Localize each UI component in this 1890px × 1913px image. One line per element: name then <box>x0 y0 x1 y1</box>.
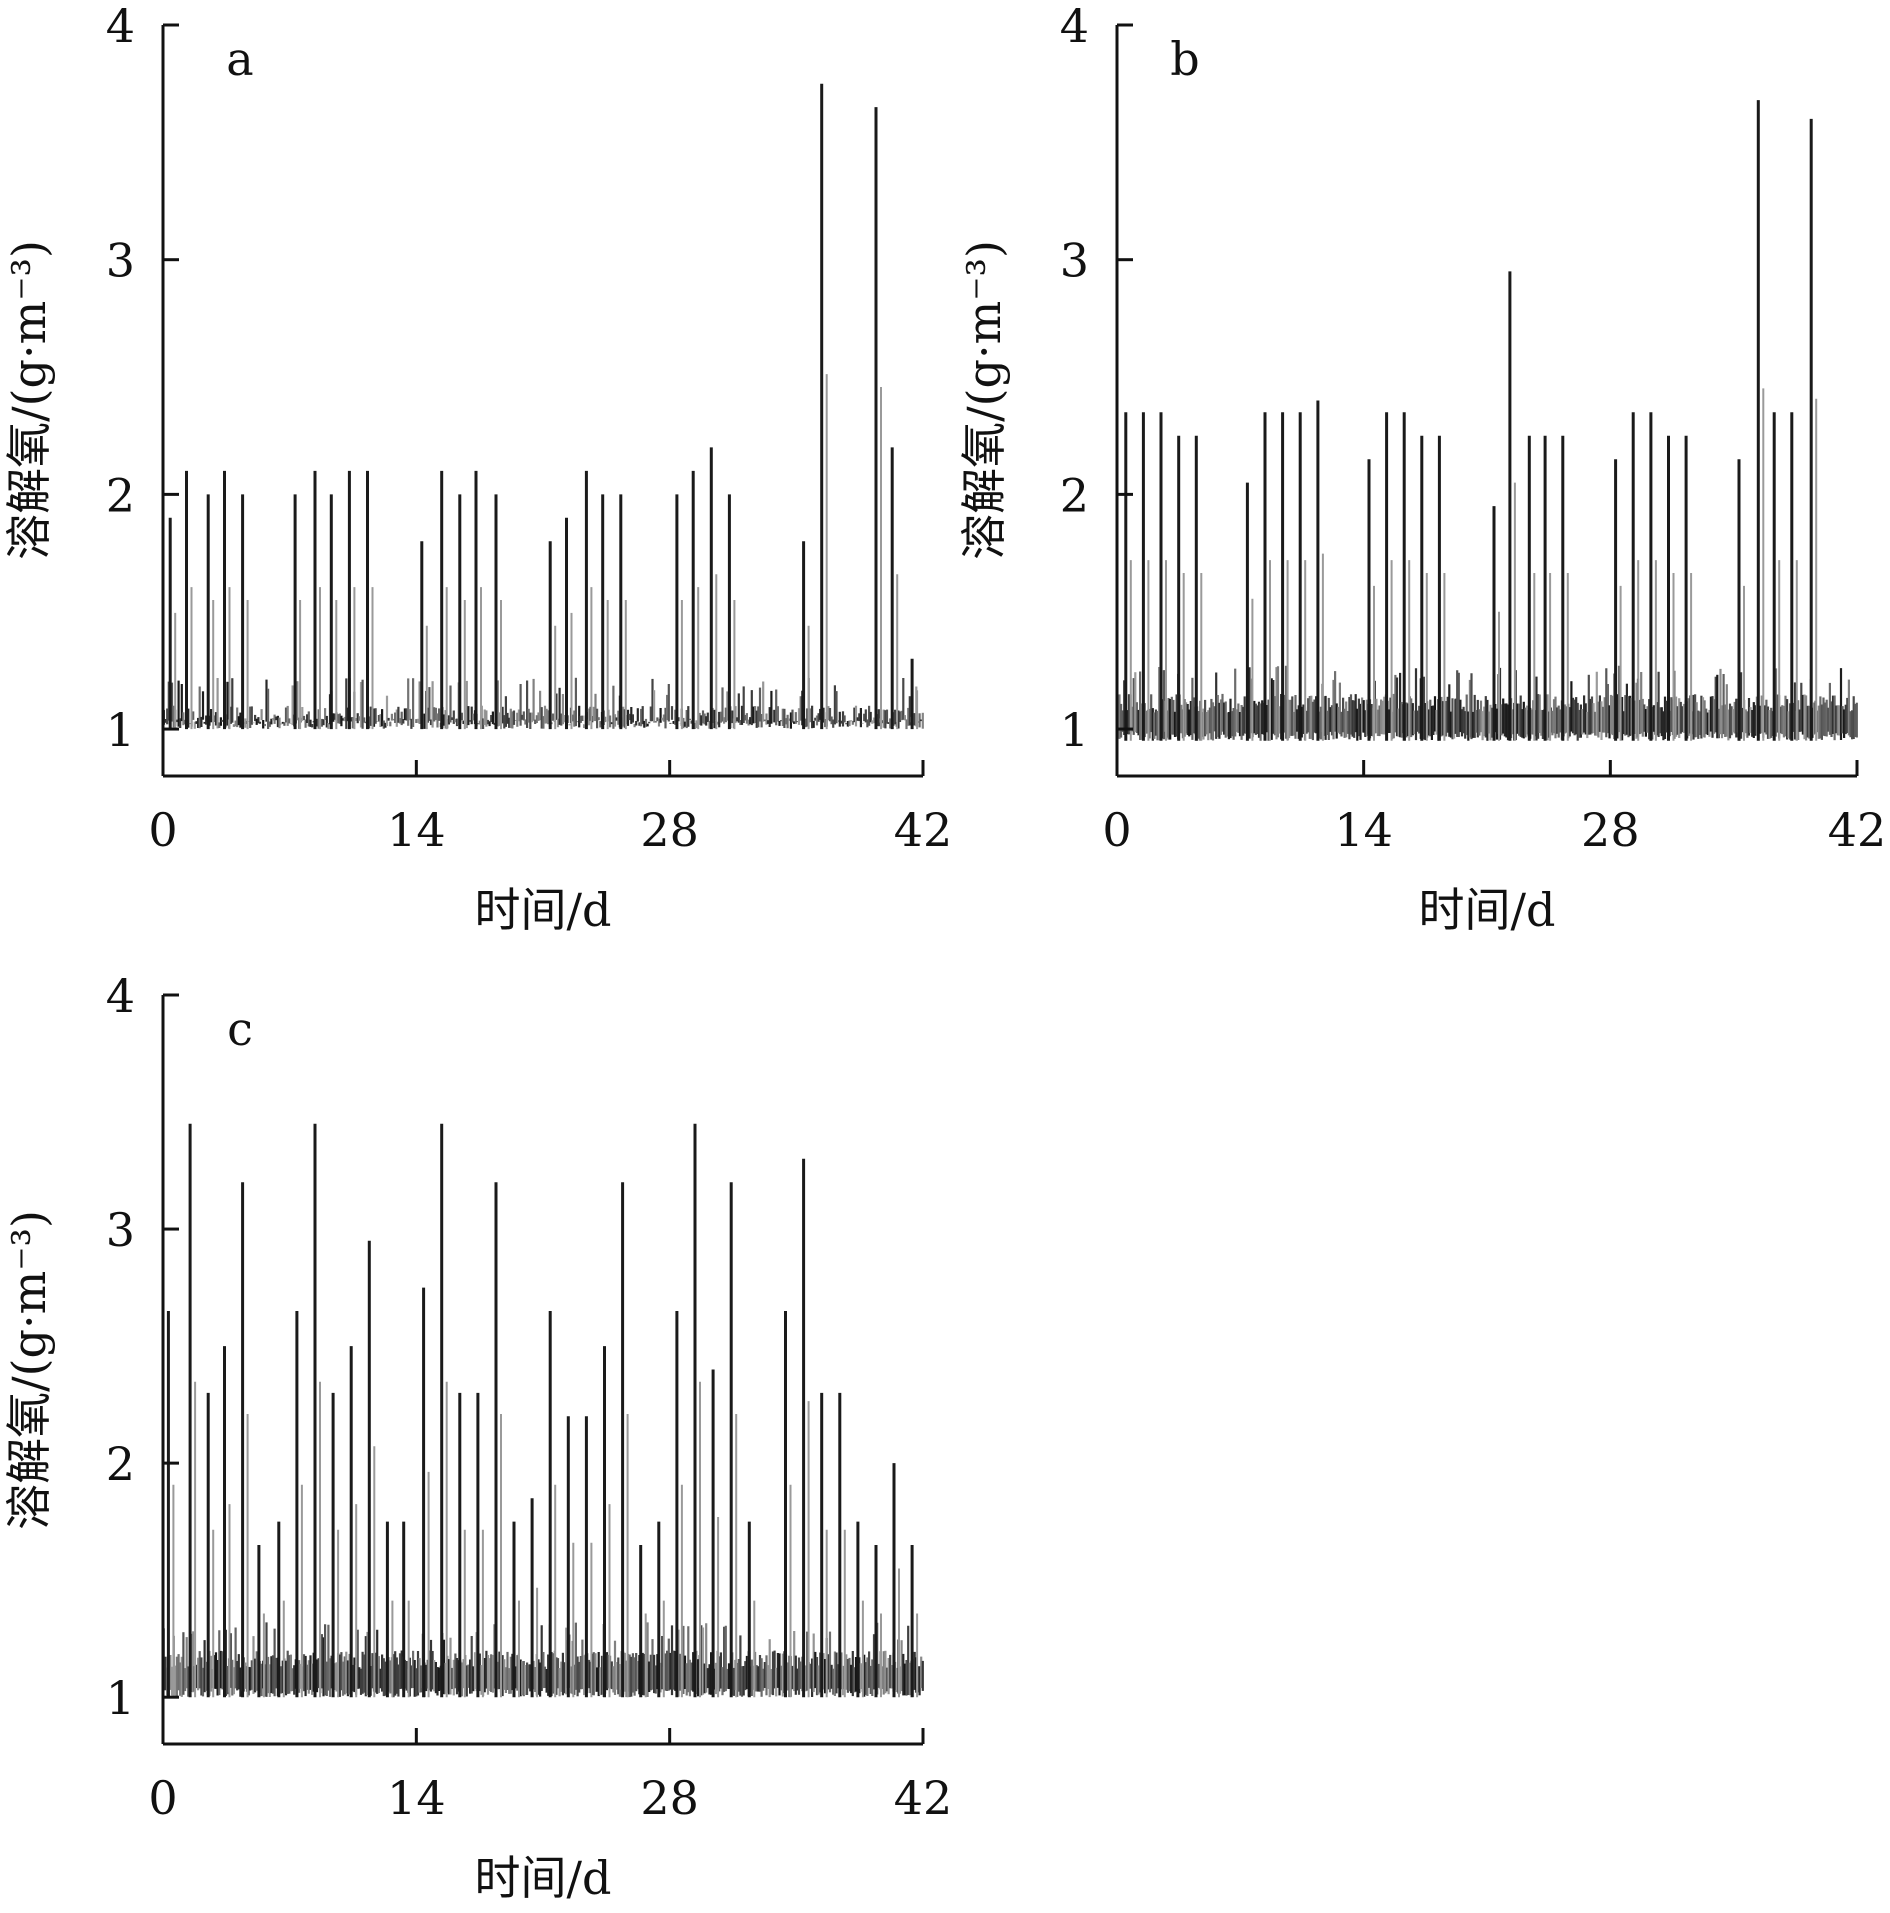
y-axis-title: 溶解氧/(g·m⁻³) <box>2 1210 56 1530</box>
x-axis-title: 时间/d <box>475 1851 612 1905</box>
y-tick-label: 3 <box>106 234 135 288</box>
x-tick-label: 42 <box>894 803 953 857</box>
y-tick-label: 4 <box>106 969 135 1023</box>
y-tick-label: 1 <box>106 1671 135 1725</box>
x-tick-label: 0 <box>1102 803 1131 857</box>
x-tick-label: 42 <box>894 1771 953 1825</box>
chart-panel-a: 1 2 3 4 0 14 28 42 时间/d 溶解氧/(g·m⁻³) a <box>2 0 952 937</box>
panel-label: b <box>1170 32 1199 86</box>
chart-panel-b: 1 2 3 4 0 14 28 42 时间/d 溶解氧/(g·m⁻³) b <box>957 0 1886 937</box>
y-tick-label: 2 <box>106 1437 135 1491</box>
x-tick-label: 42 <box>1828 803 1887 857</box>
y-tick-label: 2 <box>1060 468 1089 522</box>
y-tick-label: 3 <box>1060 234 1089 288</box>
y-tick-label: 4 <box>106 0 135 53</box>
y-tick-label: 3 <box>106 1203 135 1257</box>
x-tick-label: 28 <box>640 1771 699 1825</box>
y-axis-title: 溶解氧/(g·m⁻³) <box>957 240 1011 560</box>
y-tick-label: 1 <box>106 703 135 757</box>
x-axis-title: 时间/d <box>475 883 612 937</box>
base-band <box>1116 665 1858 741</box>
y-axis-title: 溶解氧/(g·m⁻³) <box>2 240 56 560</box>
y-tick-label: 2 <box>106 468 135 522</box>
y-tick-label: 4 <box>1060 0 1089 53</box>
chart-panel-c: 1 2 3 4 0 14 28 42 时间/d 溶解氧/(g·m⁻³) c <box>2 969 952 1905</box>
x-tick-label: 28 <box>1581 803 1640 857</box>
x-tick-label: 14 <box>387 803 446 857</box>
x-tick-label: 28 <box>640 803 699 857</box>
x-tick-label: 14 <box>387 1771 446 1825</box>
x-axis-title: 时间/d <box>1419 883 1556 937</box>
y-tick-label: 1 <box>1060 703 1089 757</box>
x-tick-label: 0 <box>148 803 177 857</box>
x-tick-label: 0 <box>148 1771 177 1825</box>
panel-label: a <box>226 32 253 86</box>
panel-label: c <box>227 1002 253 1056</box>
x-tick-label: 14 <box>1334 803 1393 857</box>
